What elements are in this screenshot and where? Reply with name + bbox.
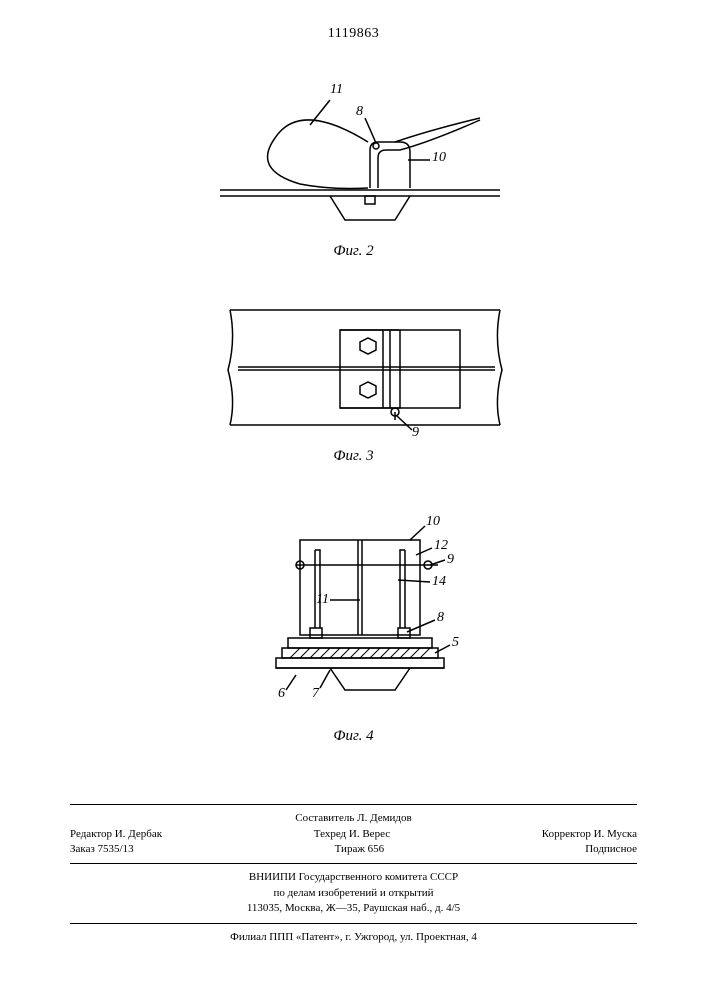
divider <box>70 923 637 924</box>
page: 1119863 <box>0 0 707 1000</box>
editor: Редактор И. Дербак <box>70 827 162 842</box>
callout-8-f4: 8 <box>437 610 444 626</box>
callout-12: 12 <box>434 538 448 554</box>
callout-5: 5 <box>452 635 459 651</box>
callout-14: 14 <box>432 574 446 590</box>
figure-3-area: 9 Фиг. 3 <box>0 290 707 465</box>
composer-line: Составитель Л. Демидов <box>70 811 637 826</box>
org-line-1: ВНИИПИ Государственного комитета СССР <box>70 870 637 885</box>
credits-row: Редактор И. Дербак Техред И. Верес Корре… <box>70 827 637 842</box>
figure-2-drawing <box>0 70 707 240</box>
callout-7: 7 <box>312 686 319 702</box>
figure-4-area: 10 12 9 14 11 8 5 6 7 Фиг. 4 <box>0 510 707 745</box>
order-row: Заказ 7535/13 Тираж 656 Подписное <box>70 842 637 857</box>
callout-10-f4: 10 <box>426 514 440 530</box>
org-line-2: по делам изобретений и открытий <box>70 886 637 901</box>
callout-9-f4: 9 <box>447 552 454 568</box>
subscription: Подписное <box>585 842 637 857</box>
figure-4-drawing <box>0 510 707 720</box>
divider <box>70 863 637 864</box>
footer: Составитель Л. Демидов Редактор И. Дерба… <box>70 798 637 945</box>
callout-11-f4: 11 <box>316 592 329 608</box>
figure-2-area: 11 8 10 Фиг. 2 <box>0 70 707 260</box>
corrector: Корректор И. Муска <box>542 827 637 842</box>
figure-3-drawing <box>0 290 707 440</box>
callout-9: 9 <box>412 425 419 441</box>
callout-11: 11 <box>330 82 343 98</box>
document-number: 1119863 <box>0 26 707 42</box>
figure-2-label: Фиг. 2 <box>0 243 707 260</box>
order: Заказ 7535/13 <box>70 842 134 857</box>
callout-6: 6 <box>278 686 285 702</box>
figure-4-label: Фиг. 4 <box>0 728 707 745</box>
org-line-3: 113035, Москва, Ж—35, Раушская наб., д. … <box>70 901 637 916</box>
org-line-4: Филиал ППП «Патент», г. Ужгород, ул. Про… <box>70 930 637 945</box>
tirage: Тираж 656 <box>335 842 385 857</box>
figure-3-label: Фиг. 3 <box>0 448 707 465</box>
divider <box>70 804 637 805</box>
techred: Техред И. Верес <box>314 827 390 842</box>
callout-8: 8 <box>356 104 363 120</box>
callout-10: 10 <box>432 150 446 166</box>
